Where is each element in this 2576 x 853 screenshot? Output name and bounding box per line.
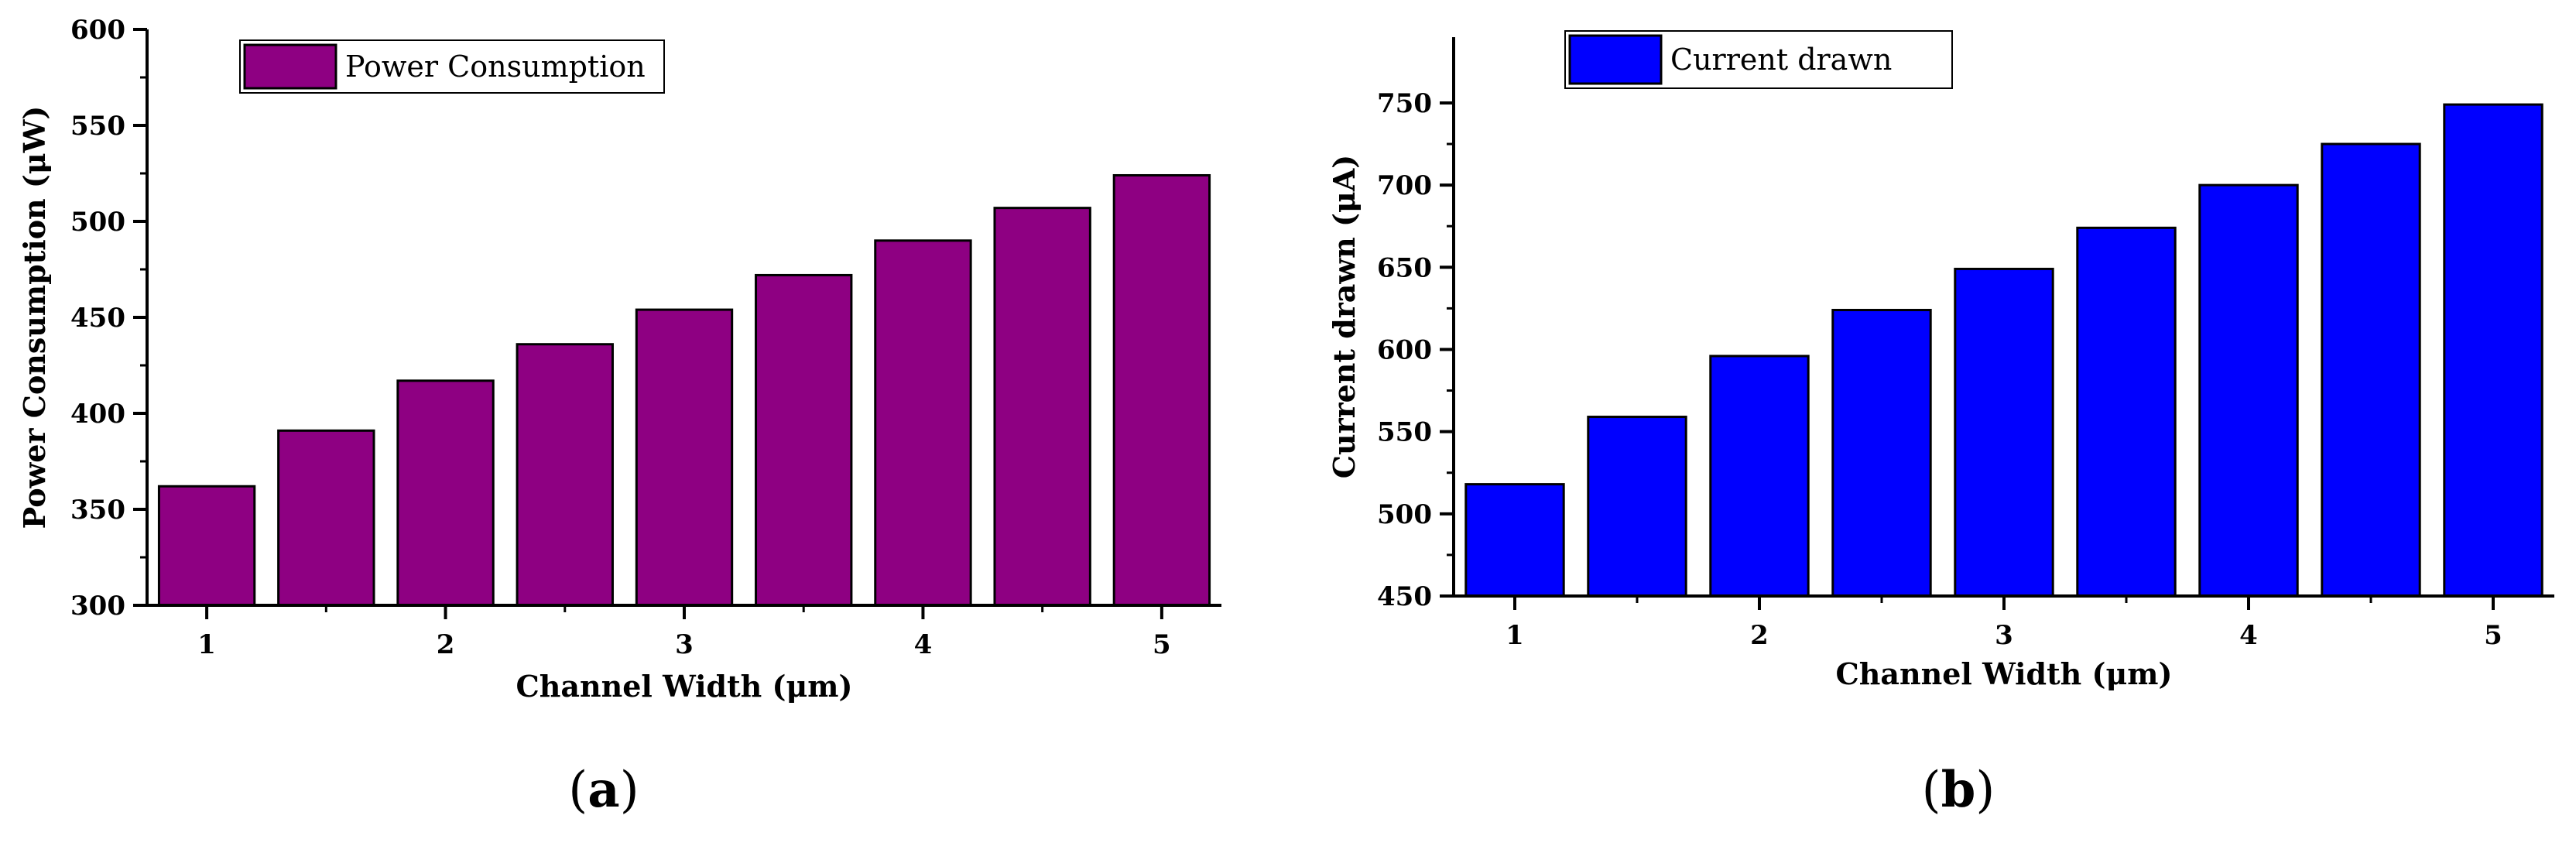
panel-label-close: ) [620,762,639,819]
bar [2198,183,2299,598]
legend: Power Consumption [239,39,665,94]
legend-label: Current drawn [1670,43,1892,77]
x-tick-label: 3 [675,629,694,660]
legend: Current drawn [1564,30,1953,89]
legend-label: Power Consumption [345,50,646,84]
chart-panel-a: 300 350 400 450 500 550 600 1 2 3 4 5 Channel Width … [17,15,1221,819]
bar [874,239,972,607]
bar [1112,173,1211,607]
chart-panel-b: 450 500 550 600 650 700 750 1 2 3 4 5 Channel Width … [1327,30,2554,819]
bar [2076,226,2177,598]
bar [396,379,495,607]
bar [993,207,1091,607]
y-tick-label: 700 [1377,170,1432,201]
panel-label-open: ( [1922,762,1941,819]
y-tick-label: 750 [1377,88,1432,119]
y-tick-label: 350 [70,495,125,526]
bar [1464,483,1565,598]
bar [157,485,256,607]
bar [635,308,734,607]
bar [2321,142,2421,598]
y-axis-title: Power Consumption (μW) [17,106,52,529]
y-tick-label: 400 [70,399,125,430]
legend-swatch [1568,34,1663,85]
bar [516,343,614,607]
panel-label-letter: b [1941,761,1976,819]
x-tick-label: 5 [2484,620,2502,651]
y-tick-label: 450 [70,303,125,334]
bar [1709,355,1810,598]
y-tick-label: 650 [1377,252,1432,283]
x-tick-label: 1 [197,629,216,660]
panel-label-open: ( [568,762,587,819]
bar [2443,103,2543,598]
y-tick-label: 550 [70,111,125,142]
x-tick-label: 1 [1506,620,1524,651]
bar [1954,267,2054,598]
bar [755,273,853,607]
y-tick-label: 500 [70,207,125,238]
y-axis-title: Current drawn (μA) [1327,155,1362,479]
y-tick-label: 600 [70,15,125,46]
x-tick-label: 2 [1750,620,1769,651]
panel-label: (b) [1922,761,1995,819]
panel-label: (a) [568,761,639,819]
y-tick-label: 600 [1377,334,1432,365]
bar [277,429,375,607]
y-tick-label: 500 [1377,499,1432,530]
y-tick-label: 550 [1377,417,1432,448]
bar [1831,309,1932,598]
x-tick-label: 3 [1995,620,2013,651]
x-axis-title: Channel Width (μm) [1836,656,2173,691]
bar [1587,416,1687,598]
x-tick-label: 4 [2239,620,2258,651]
x-tick-label: 5 [1153,629,1171,660]
legend-swatch [243,43,337,90]
x-tick-label: 2 [437,629,455,660]
y-tick-label: 300 [70,591,125,622]
panel-label-close: ) [1975,762,1995,819]
y-tick-label: 450 [1377,581,1432,612]
x-tick-label: 4 [914,629,933,660]
x-axis-title: Channel Width (μm) [516,669,853,704]
panel-label-letter: a [587,761,619,819]
